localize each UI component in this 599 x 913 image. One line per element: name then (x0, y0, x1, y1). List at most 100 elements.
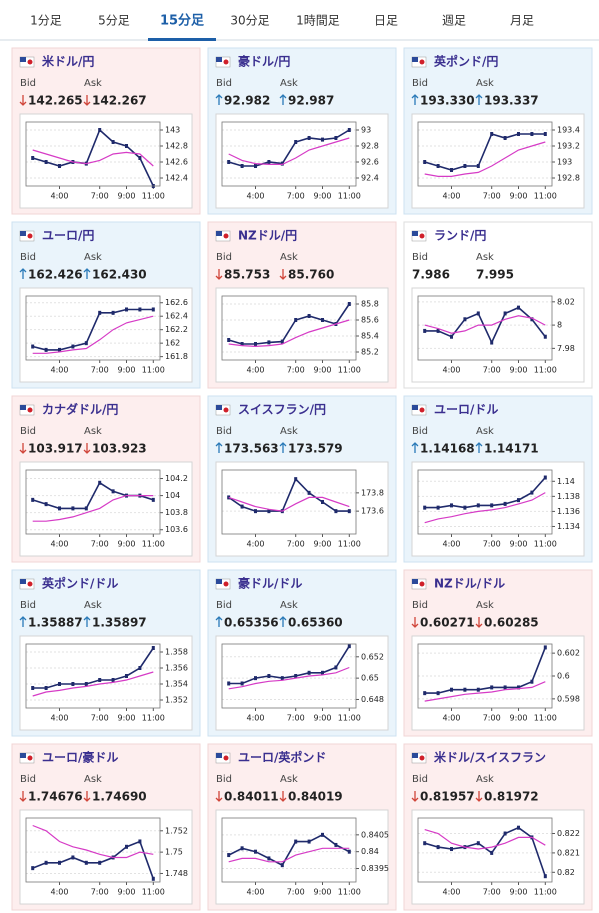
x-tick-label: 9:00 (314, 888, 332, 897)
candle (138, 666, 142, 670)
x-tick-label: 11:00 (534, 714, 557, 723)
tab[interactable]: 週足 (442, 14, 466, 28)
candle (530, 490, 534, 495)
flag-dot (419, 755, 425, 761)
tab[interactable]: 5分足 (98, 14, 130, 28)
candle (436, 845, 440, 850)
card-title[interactable]: NZドル/ドル (434, 577, 505, 591)
card-title[interactable]: ユーロ/豪ドル (42, 750, 118, 765)
price-line (32, 308, 154, 351)
candle (450, 168, 453, 172)
arrow-up (279, 616, 287, 627)
ask-label: Ask (84, 252, 102, 263)
average-line (228, 496, 350, 512)
ask-label: Ask (476, 252, 494, 263)
ask-value: 1.14171 (484, 442, 539, 456)
candle (111, 140, 115, 144)
x-tick-label: 7:00 (91, 888, 109, 897)
candle (476, 687, 480, 692)
average-line (228, 319, 350, 348)
candle (31, 686, 35, 690)
candle (423, 328, 427, 333)
candle (98, 678, 102, 682)
candle (294, 140, 298, 144)
y-tick-label: 0.822 (557, 829, 580, 838)
y-tick-label: 0.82 (557, 868, 575, 877)
x-tick-label: 4:00 (443, 888, 461, 897)
y-tick-label: 1.352 (165, 696, 188, 705)
candle (71, 682, 75, 686)
y-tick-label: 1.748 (165, 869, 188, 878)
candle (254, 849, 257, 854)
y-tick-label: 8.02 (557, 297, 575, 306)
card-title[interactable]: カナダドル/円 (42, 402, 118, 417)
x-tick-label: 11:00 (338, 888, 361, 897)
arrow-down (215, 791, 223, 802)
card-title[interactable]: 米ドル/スイスフラン (434, 750, 546, 765)
x-tick-label: 4:00 (247, 888, 265, 897)
tab[interactable]: 月足 (510, 14, 534, 28)
bid-label: Bid (20, 78, 36, 89)
candle (31, 866, 35, 871)
card-title[interactable]: 英ポンド/ドル (42, 576, 118, 591)
x-tick-label: 4:00 (51, 540, 69, 549)
card-title[interactable]: 豪ドル/ドル (238, 576, 302, 591)
candle (436, 328, 440, 333)
x-tick-label: 11:00 (142, 714, 165, 723)
y-tick-label: 93 (361, 126, 371, 135)
candle (543, 475, 547, 480)
arrow-up (279, 442, 287, 453)
card-title[interactable]: ユーロ/円 (42, 229, 94, 243)
ask-value: 1.35897 (92, 616, 147, 630)
arrow-up (83, 616, 91, 627)
y-tick-label: 193.2 (557, 142, 580, 151)
candle (125, 144, 128, 148)
candle (44, 860, 48, 865)
flag-mark (412, 57, 418, 62)
x-tick-label: 9:00 (118, 888, 136, 897)
plot-frame (25, 817, 161, 883)
y-tick-label: 104 (165, 491, 180, 500)
card-title[interactable]: 米ドル/円 (42, 54, 94, 69)
tab[interactable]: 30分足 (230, 14, 269, 28)
y-tick-label: 92.6 (361, 158, 379, 167)
bid-value: 162.426 (28, 268, 83, 282)
card-title[interactable]: スイスフラン/円 (238, 403, 326, 417)
tab[interactable]: 15分足 (160, 13, 205, 29)
card-title[interactable]: NZドル/円 (238, 229, 297, 243)
y-tick-label: 142.4 (165, 174, 188, 183)
bid-label: Bid (20, 426, 36, 437)
plot-frame (221, 295, 357, 361)
candle (423, 505, 427, 510)
average-line (424, 492, 546, 524)
bid-label: Bid (216, 426, 232, 437)
tab[interactable]: 日足 (374, 14, 398, 28)
bid-label: Bid (216, 78, 232, 89)
candle (151, 876, 155, 881)
chart-box (411, 635, 585, 731)
card-title[interactable]: ランド/円 (434, 229, 486, 243)
arrow-down (215, 269, 223, 280)
y-tick-label: 161.8 (165, 352, 188, 361)
arrow-up (475, 94, 483, 105)
candle (125, 844, 128, 849)
x-tick-label: 9:00 (314, 366, 332, 375)
x-tick-label: 4:00 (443, 366, 461, 375)
tab[interactable]: 1時間足 (296, 14, 340, 28)
bid-value: 0.60271 (420, 616, 475, 630)
ask-value: 173.579 (288, 442, 343, 456)
ask-value: 103.923 (92, 442, 147, 456)
y-tick-label: 104.2 (165, 474, 188, 483)
card-title[interactable]: ユーロ/ドル (434, 403, 498, 417)
y-tick-label: 162.6 (165, 298, 188, 307)
flag-mark (20, 231, 26, 236)
tab[interactable]: 1分足 (30, 14, 62, 28)
y-tick-label: 0.65 (361, 674, 379, 683)
x-tick-label: 4:00 (247, 540, 265, 549)
card-title[interactable]: 英ポンド/円 (434, 54, 498, 69)
candle (334, 136, 338, 140)
y-tick-label: 92.4 (361, 174, 379, 183)
card-title[interactable]: ユーロ/英ポンド (238, 750, 326, 765)
candle (450, 687, 453, 692)
card-title[interactable]: 豪ドル/円 (238, 54, 290, 69)
